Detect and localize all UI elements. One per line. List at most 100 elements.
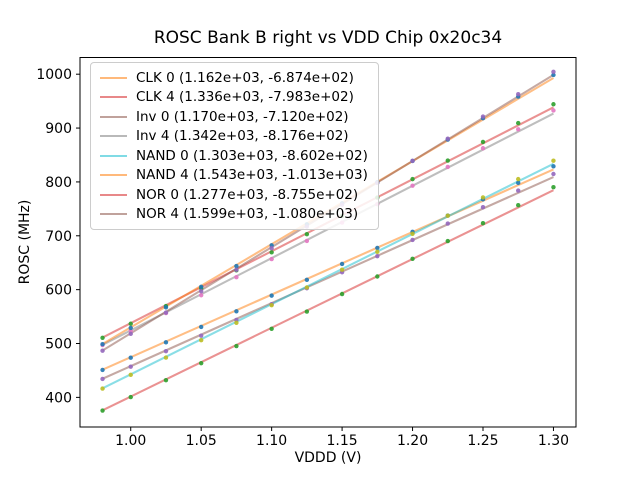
scatter-point (304, 231, 310, 237)
scatter-point (445, 221, 450, 226)
scatter-point (128, 394, 133, 400)
legend-entry: NOR 0 (1.277e+03, -8.755e+02) (100, 185, 368, 205)
legend-label: NAND 0 (1.303e+03, -8.602e+02) (136, 147, 368, 164)
scatter-point (198, 293, 204, 298)
scatter-point (128, 325, 133, 331)
legend-line-swatch (100, 96, 127, 99)
scatter-point (269, 256, 274, 262)
scatter-point (516, 202, 521, 208)
scatter-point (198, 289, 204, 294)
scatter-point (269, 293, 274, 298)
scatter-point (100, 335, 105, 341)
scatter-point (128, 364, 133, 369)
legend-label: CLK 4 (1.336e+03, -7.983e+02) (136, 89, 354, 106)
scatter-point (375, 245, 380, 251)
scatter-point (516, 188, 521, 193)
scatter-point (410, 176, 415, 182)
scatter-point (551, 72, 556, 78)
scatter-point (234, 320, 239, 325)
scatter-point (375, 249, 380, 255)
legend-entry: NAND 0 (1.303e+03, -8.602e+02) (100, 146, 368, 166)
x-tick-label: 1.00 (115, 433, 146, 449)
legend-entry: CLK 0 (1.162e+03, -6.874e+02) (100, 68, 368, 88)
scatter-point (163, 305, 169, 310)
y-tick-label: 600 (45, 283, 72, 299)
scatter-point (100, 367, 105, 373)
y-tick-label: 500 (45, 337, 72, 353)
legend-line-swatch (100, 174, 127, 177)
x-tick-label: 1.15 (327, 433, 358, 449)
scatter-point (410, 256, 415, 262)
axes-frame (79, 57, 577, 428)
scatter-point (234, 309, 239, 314)
scatter-point (339, 267, 345, 272)
legend-line-swatch (100, 154, 127, 157)
scatter-point (410, 183, 415, 188)
scatter-point (339, 261, 345, 267)
scatter-point (410, 231, 415, 236)
x-tick-label: 1.20 (397, 433, 428, 449)
scatter-point (516, 176, 521, 182)
legend-label: CLK 0 (1.162e+03, -6.874e+02) (136, 69, 354, 86)
scatter-point (128, 372, 133, 378)
legend-line-swatch (100, 115, 127, 118)
scatter-point (551, 164, 556, 169)
legend-line-swatch (100, 135, 127, 138)
scatter-point (375, 274, 380, 279)
scatter-point (163, 310, 169, 315)
scatter-point (375, 253, 380, 259)
legend-line-swatch (100, 193, 127, 196)
y-tick-label: 900 (45, 121, 72, 137)
scatter-point (445, 158, 450, 163)
x-axis-label: VDDD (V) (294, 450, 362, 466)
scatter-point (163, 377, 169, 383)
scatter-point (163, 348, 169, 354)
scatter-point (128, 321, 133, 326)
scatter-point (480, 220, 486, 226)
scatter-point (100, 408, 105, 413)
scatter-point (198, 324, 204, 330)
scatter-point (516, 120, 521, 126)
y-tick-label: 400 (45, 390, 72, 406)
legend-line-swatch (100, 76, 127, 79)
legend-line-swatch (100, 213, 127, 216)
x-tick-label: 1.05 (186, 433, 217, 449)
scatter-point (163, 355, 169, 360)
scatter-point (269, 302, 274, 308)
scatter-point (198, 333, 204, 338)
scatter-point (100, 386, 105, 391)
legend-entry: Inv 0 (1.170e+03, -7.120e+02) (100, 107, 368, 127)
scatter-point (269, 326, 274, 332)
scatter-point (128, 331, 133, 337)
legend-label: NOR 4 (1.599e+03, -1.080e+03) (136, 206, 359, 223)
scatter-point (100, 342, 105, 347)
scatter-point (100, 348, 105, 353)
scatter-point (516, 180, 521, 186)
scatter-point (234, 267, 239, 272)
scatter-point (480, 204, 486, 210)
fit-line (102, 189, 554, 412)
scatter-point (551, 69, 556, 75)
scatter-point (445, 164, 450, 170)
legend: CLK 0 (1.162e+03, -6.874e+02) CLK 4 (1.33… (90, 62, 379, 230)
x-tick-label: 1.10 (256, 433, 287, 449)
scatter-point (198, 338, 204, 343)
scatter-point (480, 114, 486, 119)
scatter-point (551, 102, 556, 107)
chart-title: ROSC Bank B right vs VDD Chip 0x20c34 (153, 28, 503, 48)
fit-line (102, 162, 554, 390)
legend-label: NOR 0 (1.277e+03, -8.755e+02) (136, 186, 359, 203)
scatter-point (269, 245, 274, 251)
scatter-point (304, 285, 310, 290)
scatter-point (304, 277, 310, 283)
y-tick-label: 1000 (36, 67, 72, 83)
y-tick-label: 700 (45, 229, 72, 245)
fit-line (102, 168, 554, 371)
scatter-point (445, 213, 450, 218)
scatter-point (480, 146, 486, 151)
legend-label: NAND 4 (1.543e+03, -1.013e+03) (136, 167, 368, 184)
scatter-point (516, 127, 521, 132)
y-tick-label: 800 (45, 175, 72, 191)
scatter-point (234, 343, 239, 349)
